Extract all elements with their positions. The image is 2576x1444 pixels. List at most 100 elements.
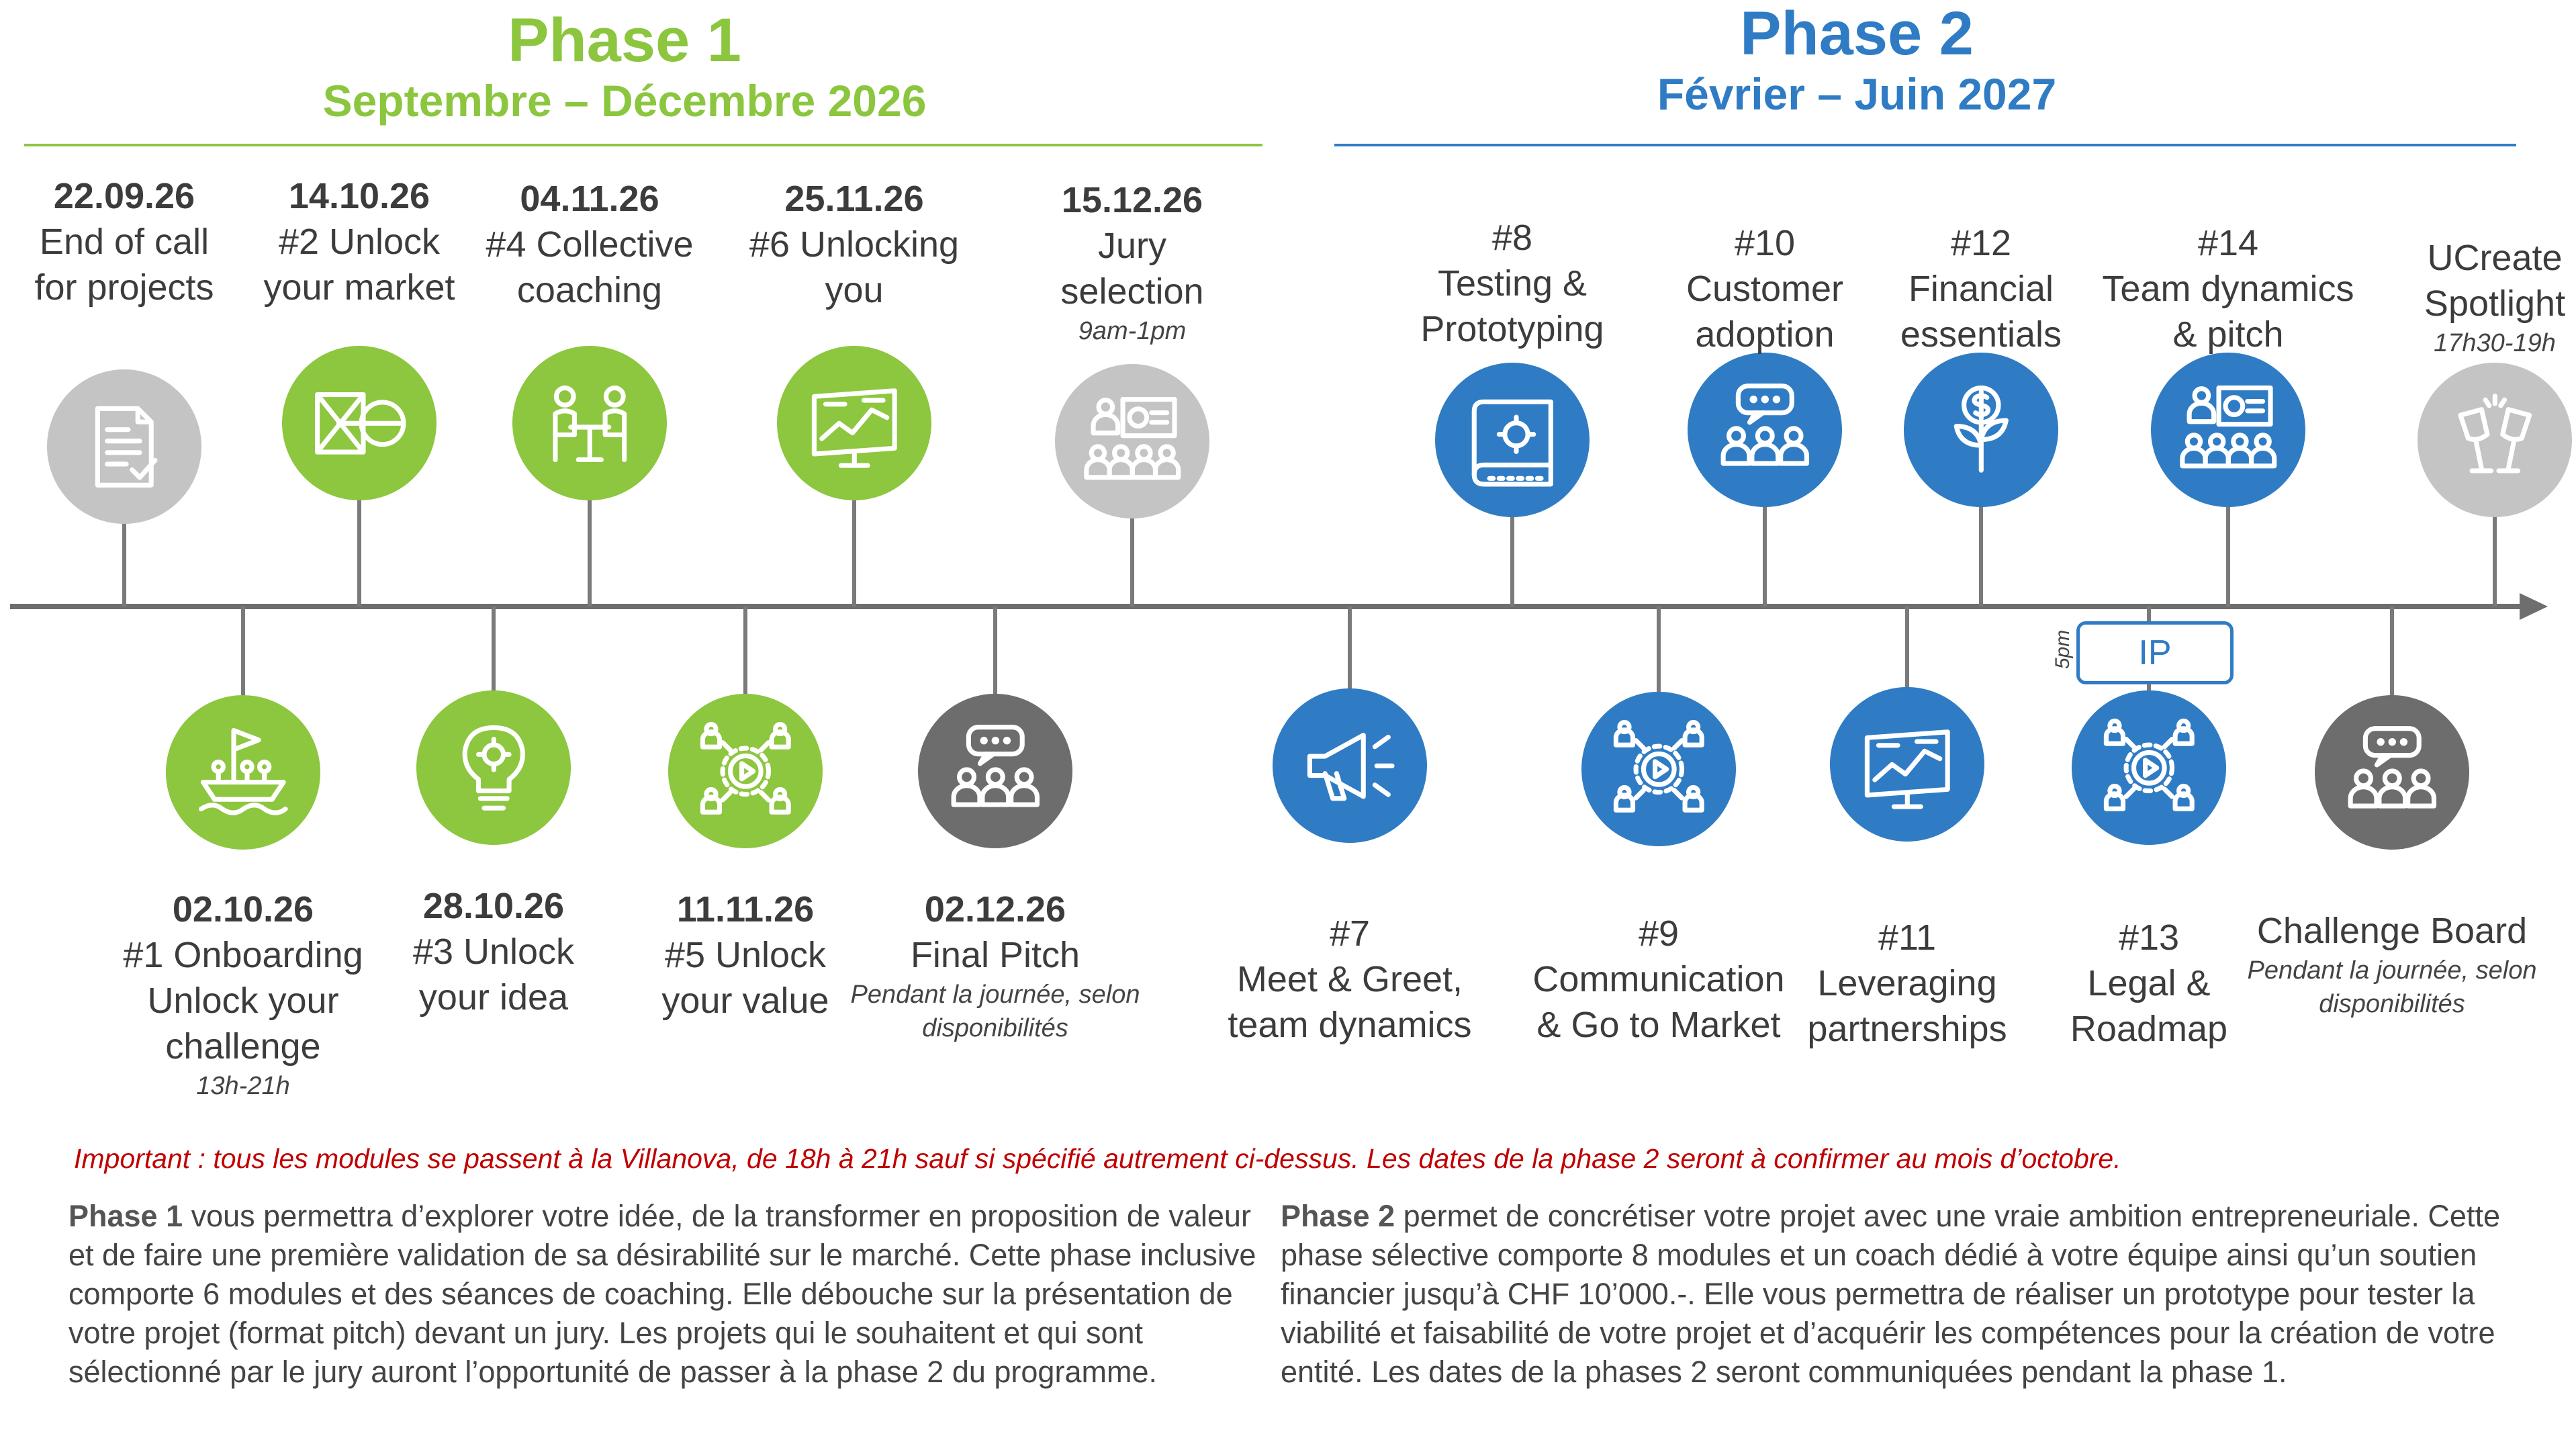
event-title-line: Final Pitch <box>910 935 1080 975</box>
event-title-line: Unlock your <box>147 981 339 1021</box>
event-title-line: Prototyping <box>1420 309 1604 349</box>
event-title-line: coaching <box>516 270 663 310</box>
megaphone-icon <box>1273 688 1427 843</box>
blueprint-icon <box>1435 363 1590 517</box>
people-table-icon <box>512 346 667 500</box>
phase1-underline <box>24 144 1262 146</box>
event-title-line: #7 <box>1329 913 1371 954</box>
event-label: 02.10.26 #1 Onboarding Unlock your challeng… <box>95 887 391 1103</box>
event-label: 04.11.26 #4 Collective coaching <box>442 176 737 313</box>
event-title-line: Customer <box>1686 269 1844 309</box>
event-title-line: Testing & <box>1437 263 1588 304</box>
event-date: 14.10.26 <box>288 176 430 216</box>
event-stem <box>2390 606 2394 702</box>
event-label: 02.12.26 Final Pitch Pendant la journée, s… <box>847 887 1143 1045</box>
whiteboard-chart-icon <box>777 346 931 500</box>
event-label: #9 Communication & Go to Market <box>1511 911 1806 1048</box>
event-title-line: Legal & <box>2087 963 2211 1003</box>
document-check-icon <box>47 369 201 524</box>
network-value-icon <box>1581 692 1736 846</box>
event-date: 15.12.26 <box>1061 180 1203 220</box>
event-label: #13 Legal & Roadmap <box>2001 915 2297 1052</box>
phase2-title: Phase 2 <box>1740 0 1974 68</box>
lightbulb-gear-icon <box>416 690 571 845</box>
event-stem <box>1657 606 1661 698</box>
event-label: 14.10.26 #2 Unlock your market <box>212 173 507 310</box>
phase2-description-lead: Phase 2 <box>1281 1199 1395 1233</box>
event-title-line: your market <box>263 267 455 308</box>
phase2-underline <box>1334 144 2516 146</box>
event-title-line: #2 Unlock <box>278 222 441 262</box>
event-stem <box>852 494 856 606</box>
event-date: 25.11.26 <box>784 179 924 219</box>
event-title-line: adoption <box>1695 314 1835 355</box>
event-label: #12 Financial essentials <box>1833 220 2129 357</box>
network-value-icon <box>2072 690 2226 845</box>
market-diagram-icon <box>282 346 436 500</box>
phase1-description: Phase 1 vous permettra d’explorer votre … <box>68 1197 1277 1392</box>
event-label: 22.09.26 End of call for projects <box>0 173 272 310</box>
event-note: Pendant la journée, selon disponibilités <box>2247 956 2537 1018</box>
phase2-description: Phase 2 permet de concrétiser votre proj… <box>1281 1197 2557 1392</box>
phase2-description-body: permet de concrétiser votre projet avec … <box>1281 1199 2500 1389</box>
timeline-arrow-icon <box>2520 593 2548 620</box>
event-stem <box>357 494 361 606</box>
chat-group-icon <box>2315 695 2469 850</box>
phase2-header: Phase 2 Février – Juin 2027 <box>1487 0 2226 121</box>
event-label: UCreate Spotlight 17h30-19h <box>2347 235 2576 360</box>
event-date: 02.12.26 <box>924 889 1066 930</box>
event-title-line: & pitch <box>2172 314 2284 355</box>
whiteboard-chart-icon <box>1830 687 1984 842</box>
event-stem <box>743 606 747 701</box>
event-stem <box>492 606 496 697</box>
event-title-line: selection <box>1060 271 1204 312</box>
event-title-line: Roadmap <box>2070 1009 2228 1049</box>
phase2-dates: Février – Juin 2027 <box>1657 69 2057 119</box>
event-title-line: Jury <box>1097 226 1166 266</box>
phase1-description-body: vous permettra d’explorer votre idée, de… <box>68 1199 1256 1389</box>
event-title-line: #10 <box>1734 223 1796 263</box>
event-title-line: partnerships <box>1807 1009 2007 1049</box>
chat-group-icon <box>1688 353 1842 507</box>
event-title-line: Spotlight <box>2424 283 2566 324</box>
event-title-line: #8 <box>1491 218 1533 258</box>
event-title-line: #4 Collective <box>486 224 694 265</box>
event-date: 28.10.26 <box>422 886 565 926</box>
boat-crew-icon <box>166 695 320 850</box>
event-title-line: #9 <box>1638 913 1680 954</box>
ip-time: 5pm <box>2052 629 2074 670</box>
timeline-axis <box>10 604 2525 609</box>
event-date: 11.11.26 <box>676 889 815 930</box>
event-title-line: team dynamics <box>1228 1005 1472 1045</box>
event-stem <box>1510 510 1514 606</box>
ip-badge: IP <box>2076 621 2234 684</box>
event-title-line: challenge <box>165 1026 321 1067</box>
event-title-line: & Go to Market <box>1536 1005 1781 1045</box>
event-stem <box>1905 606 1909 694</box>
presentation-audience-icon <box>1055 364 1209 518</box>
event-label: #10 Customer adoption <box>1617 220 1913 357</box>
event-title-line: Team dynamics <box>2102 269 2354 309</box>
event-stem <box>1130 512 1134 606</box>
event-stem <box>993 606 997 701</box>
champagne-toast-icon <box>2418 363 2572 517</box>
event-label: 11.11.26 #5 Unlock your value <box>598 887 893 1024</box>
event-title-line: #5 Unlock <box>664 935 827 975</box>
event-title-line: for projects <box>34 267 214 308</box>
event-date: 04.11.26 <box>520 179 659 219</box>
event-date: 22.09.26 <box>53 176 195 216</box>
event-label: #8 Testing & Prototyping <box>1365 215 1660 352</box>
event-title-line: essentials <box>1900 314 2062 355</box>
event-note: 17h30-19h <box>2434 329 2556 357</box>
event-date: 02.10.26 <box>172 889 314 930</box>
important-note: Important : tous les modules se passent … <box>74 1143 2121 1174</box>
event-title-line: Meet & Greet, <box>1236 959 1463 999</box>
event-stem <box>122 517 126 606</box>
event-stem <box>2226 500 2230 606</box>
presentation-audience-icon <box>2151 353 2305 507</box>
event-note: Pendant la journée, selon disponibilités <box>850 981 1140 1042</box>
event-stem <box>1979 500 1983 606</box>
event-title-line: #11 <box>1878 917 1937 958</box>
event-title-line: Financial <box>1908 269 2054 309</box>
event-title-line: #3 Unlock <box>412 932 575 972</box>
